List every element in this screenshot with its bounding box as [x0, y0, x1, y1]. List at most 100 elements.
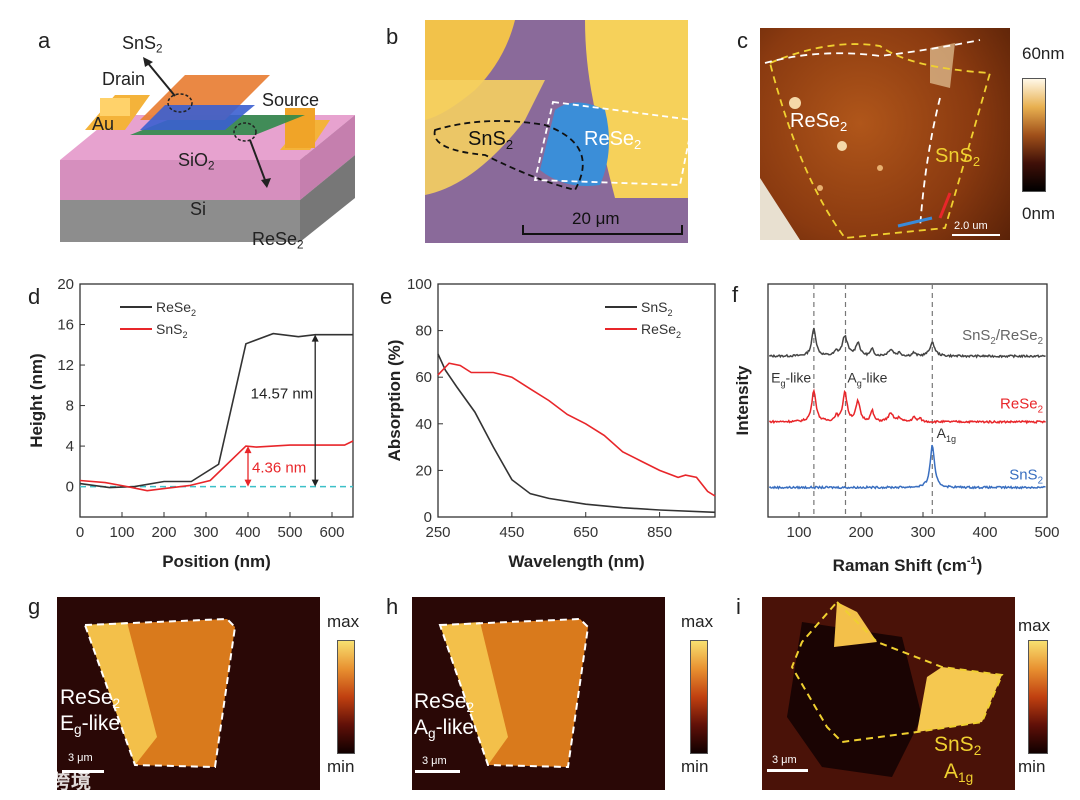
label-text: SnS	[962, 327, 990, 344]
colorbar-min-label: min	[681, 757, 709, 776]
x-axis-label: Position (nm)	[162, 552, 271, 571]
label-sub: 2	[182, 330, 187, 340]
label-text: A	[937, 425, 947, 441]
map-label-material: SnS2	[934, 733, 981, 758]
raman-map-rese2-eg	[57, 597, 320, 790]
label-sub: 2	[1038, 476, 1043, 487]
intensity-colorbar	[1028, 640, 1048, 754]
panel-label-f: f	[732, 282, 739, 307]
x-tick-label: 400	[972, 524, 997, 541]
label-sub: 2	[191, 308, 196, 318]
label-sub: 2	[156, 42, 163, 56]
device-schematic	[60, 57, 355, 242]
y-tick-label: 20	[57, 276, 74, 293]
x-axis-label: Wavelength (nm)	[508, 552, 644, 571]
x-tick-label: 650	[573, 524, 598, 541]
series-line-1	[437, 362, 716, 497]
label-text: ReSe	[1000, 396, 1038, 413]
x-tick-label: 450	[499, 524, 524, 541]
y-tick-label: 4	[66, 438, 74, 455]
peak-annotation: A1g	[937, 425, 956, 444]
label-sub: 2	[1038, 336, 1043, 347]
scale-bar	[952, 234, 1000, 236]
label-sns2: SnS2	[468, 128, 513, 152]
label-text: A	[414, 716, 429, 739]
x-tick-label: 500	[277, 524, 302, 541]
label-text: /ReSe	[996, 327, 1038, 344]
scale-bar-label: 3 μm	[422, 755, 447, 767]
x-tick-label: 850	[647, 524, 672, 541]
label-rese2: ReSe2	[790, 110, 847, 134]
intensity-colorbar	[690, 640, 708, 754]
scale-bar-tick	[681, 225, 683, 235]
panel-label-b: b	[386, 24, 399, 49]
label-sub: g	[857, 378, 862, 388]
label-sub: 2	[667, 308, 672, 318]
panel-label-h: h	[386, 594, 399, 619]
x-tick-label: 300	[910, 524, 935, 541]
label-sub: g	[780, 378, 785, 388]
label-sns2: SnS2	[122, 33, 163, 56]
scale-bar-label: 3 μm	[68, 752, 93, 764]
series-line-0	[79, 332, 353, 489]
label-text: SiO	[178, 150, 209, 170]
x-tick-label: 200	[151, 524, 176, 541]
panel-label-c: c	[737, 28, 748, 53]
x-tick-label: 400	[235, 524, 260, 541]
label-text: ReSe	[252, 229, 298, 249]
panel-label-i: i	[736, 594, 741, 619]
colorbar-min-label: min	[327, 757, 355, 776]
label-sub: 2	[1038, 405, 1043, 416]
scale-bar	[767, 769, 808, 772]
x-tick-label: 100	[109, 524, 134, 541]
measurement-label: 4.36 nm	[252, 459, 306, 476]
x-axis-label: Raman Shift (cm-1)	[833, 555, 983, 575]
y-tick-label: 8	[66, 398, 74, 415]
label-drain: Drain	[102, 69, 146, 89]
scale-bar	[62, 770, 104, 773]
measurement-label: 14.57 nm	[251, 385, 314, 402]
peak-annotation: Ag-like	[847, 369, 887, 388]
label-sub: 1g	[946, 434, 956, 444]
series-label: SnS2/ReSe2	[962, 327, 1043, 347]
y-tick-label: 20	[415, 462, 432, 479]
chart-d: 0 100 200 300 400 500 600 0 4 8 12 16 20 Position (nm…	[27, 276, 354, 571]
y-tick-label: 60	[415, 369, 432, 386]
x-tick-label: 200	[848, 524, 873, 541]
peak-annotation: Eg-like	[771, 369, 811, 388]
intensity-colorbar	[337, 640, 355, 754]
panel-label-e: e	[380, 284, 393, 309]
x-tick-label: 100	[786, 524, 811, 541]
raman-map-content	[787, 600, 1004, 777]
label-text: ReSe	[790, 110, 841, 132]
raman-map-rese2-ag	[412, 597, 665, 790]
label-text: SnS	[1009, 467, 1037, 484]
label-sup: -1	[967, 555, 977, 567]
label-text: )	[977, 556, 983, 575]
map-label-material: ReSe2	[60, 686, 120, 711]
colorbar-max-label: max	[1018, 616, 1051, 635]
label-sub: 2	[676, 330, 681, 340]
series-line-0	[437, 353, 716, 514]
map-label-material: ReSe2	[414, 690, 474, 715]
raman-map-sns2-a1g	[762, 597, 1015, 790]
label-text: SnS	[641, 299, 667, 315]
colorbar-min-label: 0nm	[1022, 204, 1056, 223]
optical-image	[425, 20, 688, 243]
label-text: A	[847, 369, 857, 385]
height-colorbar	[1022, 78, 1046, 192]
watermark: 大数跨境	[8, 771, 92, 793]
label-text: SnS	[935, 145, 973, 167]
scale-bar-label: 2.0 um	[954, 220, 988, 232]
chart-f: 100 200 300 400 500 Raman Shift (cm-1) Intensi…	[733, 283, 1060, 575]
label-text: -like	[862, 369, 888, 385]
label-sub: 2	[208, 159, 215, 173]
panel-label-d: d	[28, 284, 41, 309]
colorbar-max-label: max	[327, 612, 360, 631]
label-sub: 2	[973, 743, 982, 759]
y-tick-label: 16	[57, 317, 74, 334]
series-line-1	[769, 388, 1046, 425]
chart-e: 250 450 650 850 0 20 40 60 80 100 Wavelength (nm) A…	[385, 276, 716, 571]
label-text: ReSe	[641, 321, 676, 337]
label-sub: 2	[634, 136, 642, 152]
